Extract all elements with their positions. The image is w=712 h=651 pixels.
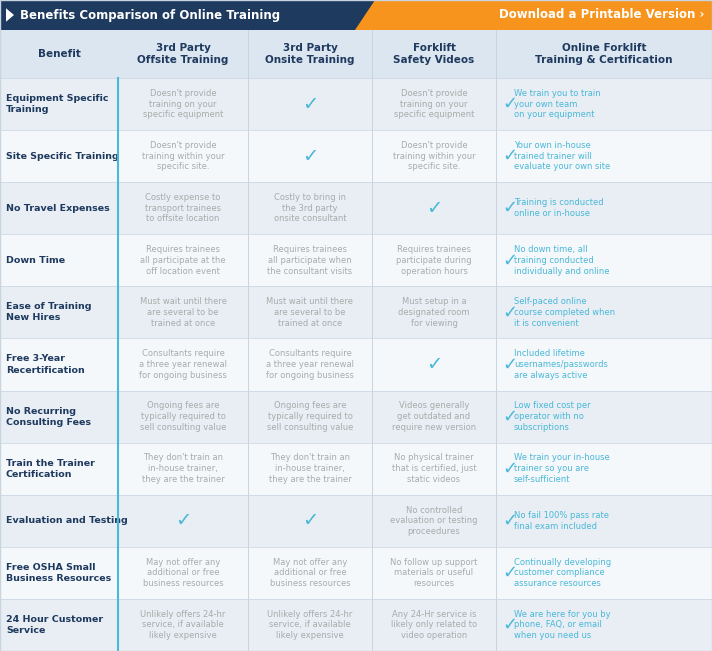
Text: Continually developing
customer compliance
assurance resources: Continually developing customer complian… (514, 558, 611, 588)
Text: Doesn't provide
training on your
specific equipment: Doesn't provide training on your specifi… (143, 89, 223, 119)
Bar (0, 0, 712, 30)
Text: Consultants require
a three year renewal
for ongoing business: Consultants require a three year renewal… (266, 349, 354, 380)
Text: 24 Hour Customer
Service: 24 Hour Customer Service (6, 615, 103, 635)
Bar (0, 130, 712, 182)
Bar (0, 286, 712, 339)
Text: No fail 100% pass rate
final exam included: No fail 100% pass rate final exam includ… (514, 511, 609, 531)
Bar (0, 391, 712, 443)
Text: Must wait until there
are several to be
trained at once: Must wait until there are several to be … (140, 297, 226, 327)
Text: ✓: ✓ (302, 511, 318, 531)
Text: ✓: ✓ (502, 355, 517, 374)
Text: Online Forklift
Training & Certification: Online Forklift Training & Certification (535, 43, 673, 65)
Text: Costly to bring in
the 3rd party
onsite consultant: Costly to bring in the 3rd party onsite … (273, 193, 346, 223)
Text: They don't train an
in-house trainer,
they are the trainer: They don't train an in-house trainer, th… (268, 454, 352, 484)
Text: We train you to train
your own team
on your equipment: We train you to train your own team on y… (514, 89, 601, 119)
Text: Free OSHA Small
Business Resources: Free OSHA Small Business Resources (6, 563, 111, 583)
Text: Train the Trainer
Certification: Train the Trainer Certification (6, 459, 95, 478)
Text: No controlled
evaluation or testing
proceedures: No controlled evaluation or testing proc… (390, 506, 478, 536)
Text: No physical trainer
that is certified, just
static videos: No physical trainer that is certified, j… (392, 454, 476, 484)
Text: ✓: ✓ (502, 512, 517, 530)
Text: ✓: ✓ (175, 511, 192, 531)
Text: Requires trainees
all participate when
the consultant visits: Requires trainees all participate when t… (268, 245, 352, 275)
Text: Included lifetime
usernames/passwords
are always active: Included lifetime usernames/passwords ar… (514, 349, 608, 380)
Text: Download a Printable Version ›: Download a Printable Version › (498, 8, 704, 21)
Bar (0, 30, 712, 78)
Text: ✓: ✓ (302, 94, 318, 113)
Polygon shape (6, 8, 14, 21)
Text: Equipment Specific
Training: Equipment Specific Training (6, 94, 108, 114)
Text: ✓: ✓ (502, 616, 517, 634)
Bar (0, 339, 712, 391)
Text: 3rd Party
Offsite Training: 3rd Party Offsite Training (137, 43, 229, 65)
Text: Costly expense to
transport trainees
to offsite location: Costly expense to transport trainees to … (145, 193, 221, 223)
Text: They don't train an
in-house trainer,
they are the trainer: They don't train an in-house trainer, th… (142, 454, 224, 484)
Text: Any 24-Hr service is
likely only related to
video operation: Any 24-Hr service is likely only related… (391, 610, 477, 640)
Bar (0, 443, 712, 495)
Text: ✓: ✓ (502, 460, 517, 478)
Text: ✓: ✓ (426, 199, 442, 217)
Text: Consultants require
a three year renewal
for ongoing business: Consultants require a three year renewal… (139, 349, 227, 380)
Text: Ease of Training
New Hires: Ease of Training New Hires (6, 302, 92, 322)
Text: Requires trainees
participate during
operation hours: Requires trainees participate during ope… (396, 245, 472, 275)
Bar (0, 599, 712, 651)
Text: ✓: ✓ (502, 564, 517, 582)
Text: ✓: ✓ (426, 355, 442, 374)
Text: No Recurring
Consulting Fees: No Recurring Consulting Fees (6, 406, 91, 426)
Bar (0, 495, 712, 547)
Text: 3rd Party
Onsite Training: 3rd Party Onsite Training (266, 43, 355, 65)
Text: Doesn't provide
training within your
specific site.: Doesn't provide training within your spe… (393, 141, 476, 171)
Polygon shape (0, 0, 375, 30)
Text: ✓: ✓ (502, 199, 517, 217)
Bar (0, 547, 712, 599)
Text: Unlikely offers 24-hr
service, if available
likely expensive: Unlikely offers 24-hr service, if availa… (140, 610, 226, 640)
Text: Site Specific Training: Site Specific Training (6, 152, 119, 161)
Text: Benefits Comparison of Online Training: Benefits Comparison of Online Training (20, 8, 280, 21)
Text: No follow up support
materials or useful
resources: No follow up support materials or useful… (390, 558, 478, 588)
Text: Free 3-Year
Recertification: Free 3-Year Recertification (6, 354, 85, 374)
Text: Forklift
Safety Videos: Forklift Safety Videos (393, 43, 475, 65)
Bar (0, 234, 712, 286)
Text: May not offer any
additional or free
business resources: May not offer any additional or free bus… (142, 558, 224, 588)
Text: Your own in-house
trained trainer will
evaluate your own site: Your own in-house trained trainer will e… (514, 141, 610, 171)
Text: Down Time: Down Time (6, 256, 65, 265)
Text: We are here for you by
phone, FAQ, or email
when you need us: We are here for you by phone, FAQ, or em… (514, 610, 611, 640)
Text: Must wait until there
are several to be
trained at once: Must wait until there are several to be … (266, 297, 353, 327)
Text: Doesn't provide
training on your
specific equipment: Doesn't provide training on your specifi… (394, 89, 474, 119)
Text: No down time, all
training conducted
individually and online: No down time, all training conducted ind… (514, 245, 609, 275)
Text: ✓: ✓ (302, 146, 318, 165)
Text: ✓: ✓ (502, 251, 517, 270)
Bar (0, 182, 712, 234)
Text: Videos generally
get outdated and
require new version: Videos generally get outdated and requir… (392, 401, 476, 432)
Text: ✓: ✓ (502, 303, 517, 322)
Text: Requires trainees
all participate at the
off location event: Requires trainees all participate at the… (140, 245, 226, 275)
Text: May not offer any
additional or free
business resources: May not offer any additional or free bus… (270, 558, 350, 588)
Text: Training is conducted
online or in-house: Training is conducted online or in-house (514, 199, 604, 218)
Text: Unlikely offers 24-hr
service, if available
likely expensive: Unlikely offers 24-hr service, if availa… (267, 610, 352, 640)
Bar (0, 78, 712, 130)
Text: Evaluation and Testing: Evaluation and Testing (6, 516, 127, 525)
Text: Ongoing fees are
typically required to
sell consulting value: Ongoing fees are typically required to s… (267, 401, 353, 432)
Text: Doesn't provide
training within your
specific site.: Doesn't provide training within your spe… (142, 141, 224, 171)
Text: Benefit: Benefit (38, 49, 80, 59)
Text: ✓: ✓ (502, 95, 517, 113)
Text: Low fixed cost per
operator with no
subscriptions: Low fixed cost per operator with no subs… (514, 401, 591, 432)
Text: ✓: ✓ (502, 147, 517, 165)
Text: Ongoing fees are
typically required to
sell consulting value: Ongoing fees are typically required to s… (140, 401, 226, 432)
Text: No Travel Expenses: No Travel Expenses (6, 204, 110, 213)
Text: ✓: ✓ (502, 408, 517, 426)
Text: Must setup in a
designated room
for viewing: Must setup in a designated room for view… (398, 297, 470, 327)
Text: Self-paced online
course completed when
it is convenient: Self-paced online course completed when … (514, 297, 615, 327)
Text: We train your in-house
trainer so you are
self-sufficient: We train your in-house trainer so you ar… (514, 454, 609, 484)
